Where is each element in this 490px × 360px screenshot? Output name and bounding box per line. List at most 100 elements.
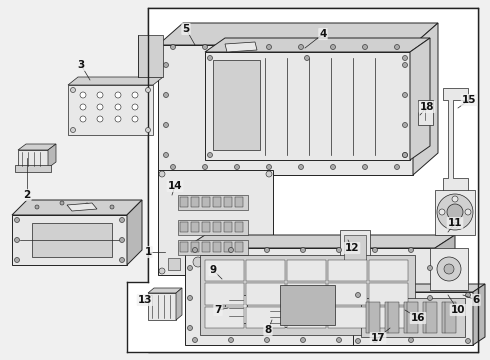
Circle shape: [202, 45, 207, 50]
Text: 12: 12: [345, 243, 359, 253]
Circle shape: [15, 238, 20, 243]
Text: 11: 11: [448, 218, 462, 228]
Circle shape: [235, 165, 240, 170]
Circle shape: [267, 45, 271, 50]
Bar: [235, 197, 243, 207]
Circle shape: [188, 266, 193, 270]
Circle shape: [466, 338, 470, 343]
Polygon shape: [205, 52, 410, 160]
Polygon shape: [18, 144, 56, 150]
Polygon shape: [176, 288, 182, 320]
Polygon shape: [443, 88, 468, 193]
Circle shape: [372, 248, 377, 252]
Circle shape: [235, 45, 240, 50]
Circle shape: [115, 92, 121, 98]
Bar: [191, 222, 199, 232]
Bar: [328, 307, 367, 328]
Circle shape: [164, 63, 169, 68]
Polygon shape: [210, 260, 226, 268]
Polygon shape: [12, 200, 142, 215]
Circle shape: [202, 165, 207, 170]
Circle shape: [409, 248, 414, 252]
Circle shape: [337, 248, 342, 252]
Circle shape: [298, 45, 303, 50]
Circle shape: [159, 171, 165, 177]
Bar: [287, 283, 326, 305]
Circle shape: [15, 217, 20, 222]
Bar: [191, 242, 199, 252]
Circle shape: [330, 45, 336, 50]
Circle shape: [188, 325, 193, 330]
Bar: [246, 283, 285, 305]
Circle shape: [427, 296, 433, 301]
Circle shape: [267, 165, 271, 170]
Polygon shape: [185, 248, 435, 345]
Polygon shape: [158, 45, 413, 175]
Text: 1: 1: [145, 247, 151, 257]
Bar: [178, 195, 248, 210]
Circle shape: [80, 92, 86, 98]
Circle shape: [146, 87, 150, 93]
Text: 2: 2: [24, 190, 31, 200]
Circle shape: [372, 338, 377, 342]
Circle shape: [193, 338, 197, 342]
Text: 13: 13: [138, 295, 152, 305]
Circle shape: [265, 248, 270, 252]
Bar: [361, 298, 465, 337]
Circle shape: [402, 153, 408, 158]
Bar: [369, 260, 408, 281]
Circle shape: [60, 201, 64, 205]
Circle shape: [452, 222, 458, 228]
Circle shape: [465, 209, 471, 215]
Text: 7: 7: [214, 305, 221, 315]
Polygon shape: [353, 284, 485, 292]
Bar: [180, 222, 188, 232]
Bar: [213, 197, 221, 207]
Circle shape: [300, 248, 305, 252]
Polygon shape: [168, 258, 180, 270]
Circle shape: [444, 264, 454, 274]
Text: 10: 10: [451, 305, 465, 315]
Circle shape: [97, 92, 103, 98]
Circle shape: [439, 209, 445, 215]
Circle shape: [85, 203, 89, 207]
Bar: [442, 302, 456, 333]
Polygon shape: [205, 38, 430, 52]
Bar: [287, 260, 326, 281]
Circle shape: [120, 257, 124, 262]
Bar: [385, 302, 399, 333]
Circle shape: [266, 171, 272, 177]
Bar: [202, 222, 210, 232]
Circle shape: [132, 116, 138, 122]
Circle shape: [298, 165, 303, 170]
Circle shape: [356, 338, 361, 343]
Bar: [423, 302, 437, 333]
Polygon shape: [18, 150, 48, 168]
Circle shape: [304, 55, 310, 60]
Text: 16: 16: [411, 313, 425, 323]
Bar: [235, 222, 243, 232]
Circle shape: [402, 153, 408, 158]
Circle shape: [363, 165, 368, 170]
Bar: [246, 307, 285, 328]
Circle shape: [337, 338, 342, 342]
Text: 14: 14: [168, 181, 182, 191]
Text: 8: 8: [265, 325, 271, 335]
Text: 5: 5: [182, 24, 190, 34]
Circle shape: [35, 205, 39, 209]
Polygon shape: [353, 292, 473, 345]
Polygon shape: [418, 100, 433, 125]
Circle shape: [71, 127, 75, 132]
Circle shape: [402, 122, 408, 127]
Polygon shape: [158, 23, 438, 45]
Circle shape: [132, 104, 138, 110]
Polygon shape: [32, 223, 112, 257]
Bar: [224, 242, 232, 252]
Polygon shape: [68, 85, 153, 135]
Bar: [202, 242, 210, 252]
Polygon shape: [127, 8, 478, 352]
Bar: [148, 8, 478, 352]
Circle shape: [427, 266, 433, 270]
Circle shape: [120, 238, 124, 243]
Circle shape: [110, 205, 114, 209]
